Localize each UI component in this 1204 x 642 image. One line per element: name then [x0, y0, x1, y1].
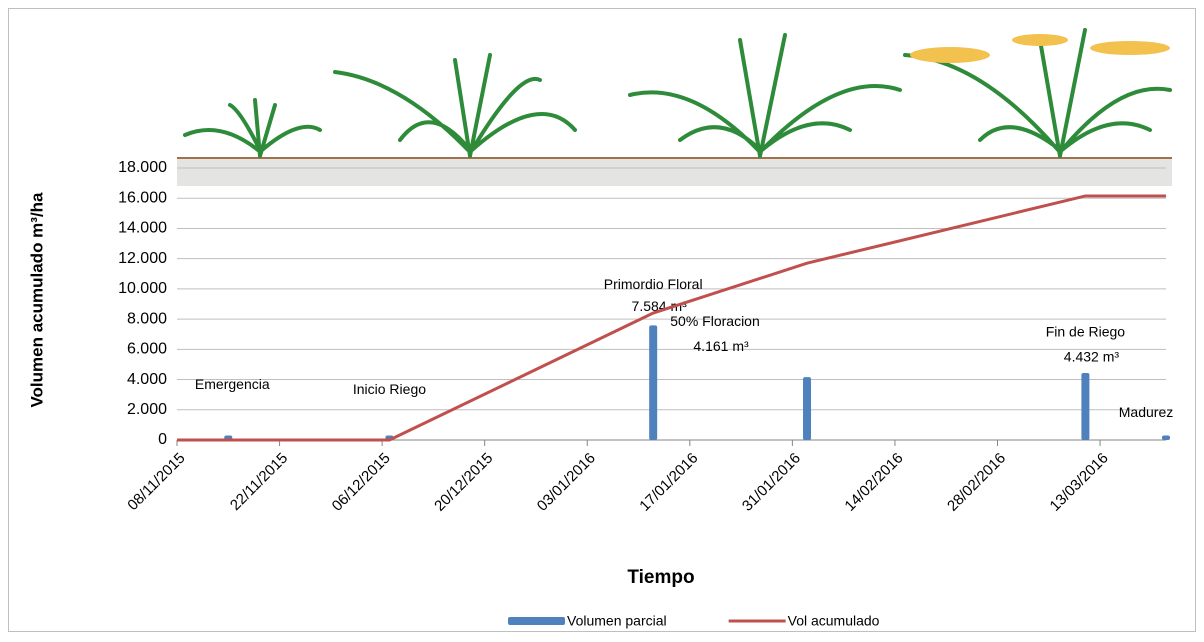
y-tick-label: 10.000 — [118, 280, 167, 297]
annotation: Emergencia — [195, 376, 270, 392]
y-tick-label: 0 — [158, 431, 167, 448]
y-tick-label: 14.000 — [118, 220, 167, 237]
y-tick-label: 16.000 — [118, 189, 167, 206]
y-tick-label: 4.000 — [127, 371, 167, 388]
line — [177, 194, 1166, 442]
value-label: 4.432 m³ — [1064, 349, 1120, 365]
annotation: Fin de Riego — [1046, 324, 1126, 340]
annotation: Madurez — [1119, 404, 1173, 420]
y-tick-label: 12.000 — [118, 250, 167, 267]
y-tick-label: 2.000 — [127, 401, 167, 418]
legend-label: Vol acumulado — [788, 613, 880, 629]
annotation: Primordio Floral — [604, 276, 703, 292]
bar — [1162, 435, 1170, 440]
value-label: 7.584 m³ — [632, 298, 688, 314]
legend-label: Volumen parcial — [567, 613, 667, 629]
bar — [649, 325, 658, 440]
y-axis-title: Volumen acumulado m³/ha — [27, 192, 46, 408]
annotation: Inicio Riego — [353, 381, 426, 397]
y-tick-label: 8.000 — [127, 310, 167, 327]
bar — [803, 377, 812, 440]
plant-illustration — [177, 28, 1172, 186]
x-axis-title: Tiempo — [627, 567, 694, 588]
bar — [1081, 373, 1090, 440]
y-tick-label: 6.000 — [127, 341, 167, 358]
value-label: 4.161 m³ — [693, 338, 749, 354]
legend-swatch — [508, 617, 565, 625]
y-tick-label: 18.000 — [118, 159, 167, 176]
annotation: 50% Floracion — [670, 313, 760, 329]
chart-frame — [8, 8, 1196, 632]
